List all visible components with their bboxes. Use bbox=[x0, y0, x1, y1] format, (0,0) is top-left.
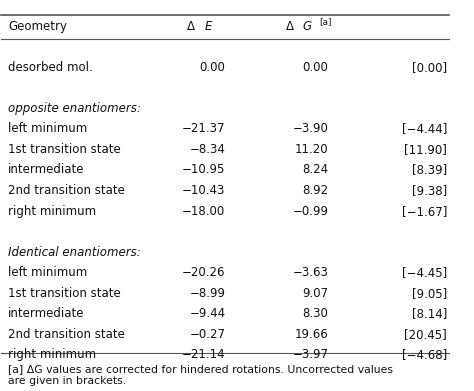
Text: −3.97: −3.97 bbox=[292, 348, 328, 361]
Text: Δ: Δ bbox=[187, 20, 198, 33]
Text: left minimum: left minimum bbox=[8, 266, 87, 279]
Text: 1st transition state: 1st transition state bbox=[8, 143, 121, 156]
Text: [9.38]: [9.38] bbox=[412, 184, 447, 197]
Text: −0.27: −0.27 bbox=[190, 328, 226, 341]
Text: right minimum: right minimum bbox=[8, 204, 96, 217]
Text: desorbed mol.: desorbed mol. bbox=[8, 61, 93, 74]
Text: Δ: Δ bbox=[286, 20, 296, 33]
Text: Identical enantiomers:: Identical enantiomers: bbox=[8, 246, 141, 259]
Text: 2nd transition state: 2nd transition state bbox=[8, 328, 125, 341]
Text: −9.44: −9.44 bbox=[189, 307, 226, 320]
Text: 9.07: 9.07 bbox=[302, 287, 328, 300]
Text: −0.99: −0.99 bbox=[292, 204, 328, 217]
Text: [−4.68]: [−4.68] bbox=[402, 348, 447, 361]
Text: 2nd transition state: 2nd transition state bbox=[8, 184, 125, 197]
Text: intermediate: intermediate bbox=[8, 307, 85, 320]
Text: 11.20: 11.20 bbox=[295, 143, 328, 156]
Text: intermediate: intermediate bbox=[8, 163, 85, 176]
Text: [a] ΔG values are corrected for hindered rotations. Uncorrected values
are given: [a] ΔG values are corrected for hindered… bbox=[8, 364, 393, 386]
Text: right minimum: right minimum bbox=[8, 348, 96, 361]
Text: [8.39]: [8.39] bbox=[412, 163, 447, 176]
Text: E: E bbox=[204, 20, 212, 33]
Text: [11.90]: [11.90] bbox=[404, 143, 447, 156]
Text: Geometry: Geometry bbox=[8, 20, 67, 33]
Text: 19.66: 19.66 bbox=[295, 328, 328, 341]
Text: 0.00: 0.00 bbox=[302, 61, 328, 74]
Text: −8.34: −8.34 bbox=[190, 143, 226, 156]
Text: −10.95: −10.95 bbox=[182, 163, 226, 176]
Text: opposite enantiomers:: opposite enantiomers: bbox=[8, 102, 141, 115]
Text: 8.92: 8.92 bbox=[302, 184, 328, 197]
Text: −3.90: −3.90 bbox=[292, 122, 328, 135]
Text: −18.00: −18.00 bbox=[182, 204, 226, 217]
Text: [0.00]: [0.00] bbox=[412, 61, 447, 74]
Text: −21.14: −21.14 bbox=[182, 348, 226, 361]
Text: [−4.44]: [−4.44] bbox=[402, 122, 447, 135]
Text: 8.24: 8.24 bbox=[302, 163, 328, 176]
Text: [20.45]: [20.45] bbox=[404, 328, 447, 341]
Text: [9.05]: [9.05] bbox=[412, 287, 447, 300]
Text: [a]: [a] bbox=[319, 17, 332, 26]
Text: 1st transition state: 1st transition state bbox=[8, 287, 121, 300]
Text: 8.30: 8.30 bbox=[302, 307, 328, 320]
Text: −20.26: −20.26 bbox=[182, 266, 226, 279]
Text: G: G bbox=[303, 20, 312, 33]
Text: −10.43: −10.43 bbox=[182, 184, 226, 197]
Text: left minimum: left minimum bbox=[8, 122, 87, 135]
Text: −21.37: −21.37 bbox=[182, 122, 226, 135]
Text: [8.14]: [8.14] bbox=[412, 307, 447, 320]
Text: −8.99: −8.99 bbox=[190, 287, 226, 300]
Text: 0.00: 0.00 bbox=[200, 61, 226, 74]
Text: [−4.45]: [−4.45] bbox=[402, 266, 447, 279]
Text: −3.63: −3.63 bbox=[292, 266, 328, 279]
Text: [−1.67]: [−1.67] bbox=[402, 204, 447, 217]
